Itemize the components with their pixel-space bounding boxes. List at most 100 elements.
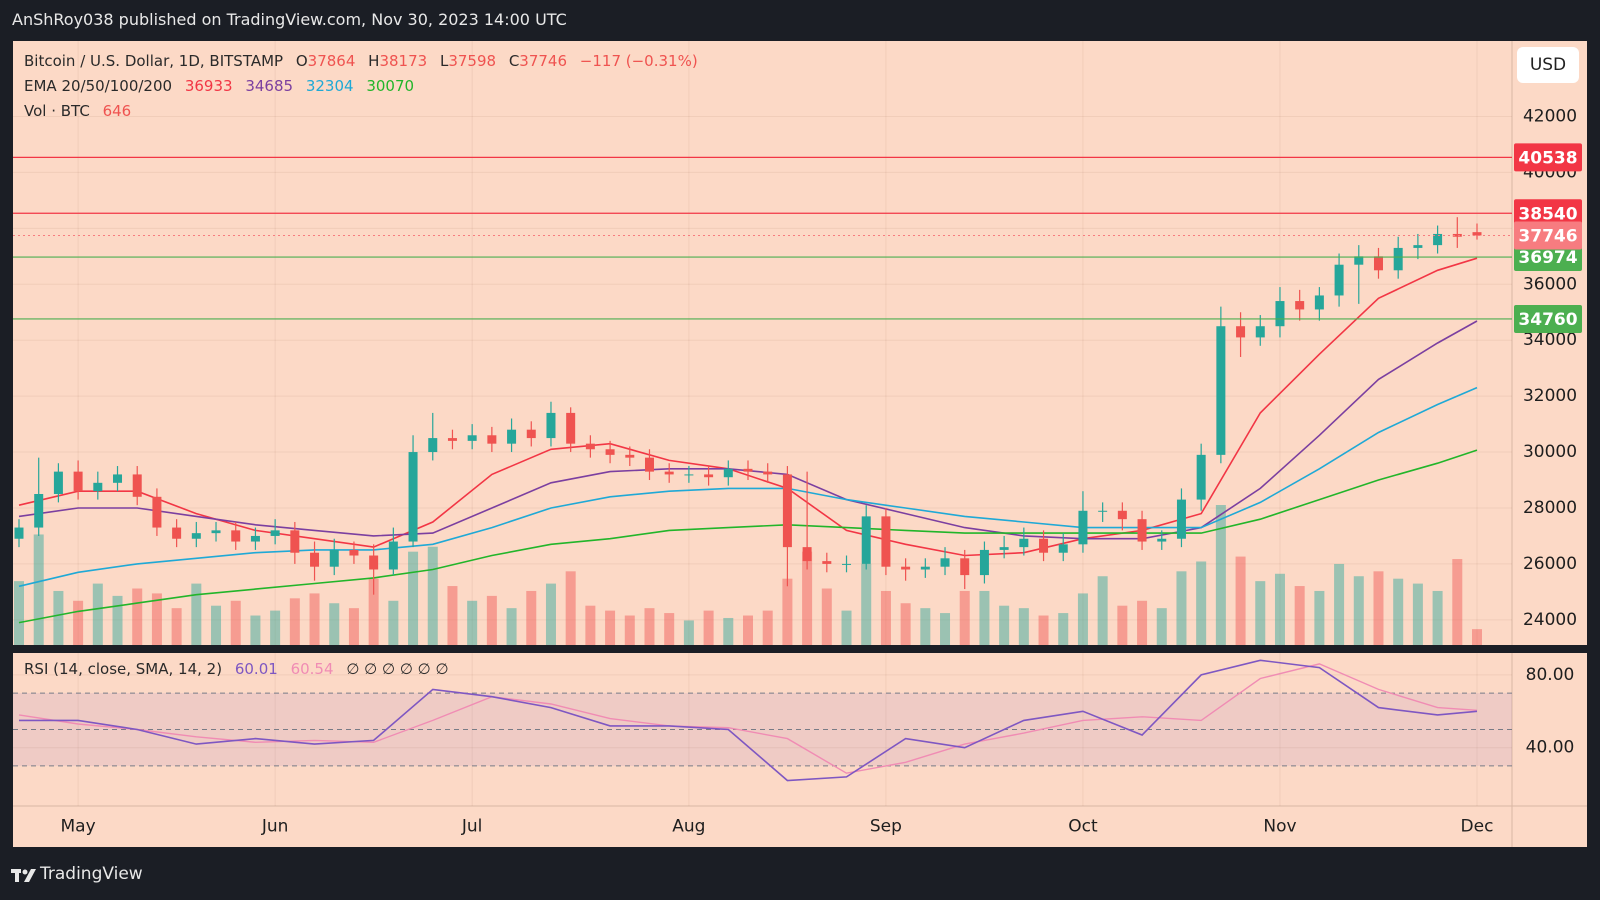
volume-bar [1038, 615, 1049, 645]
volume-bar [1077, 593, 1088, 645]
x-tick-label: Sep [870, 817, 902, 837]
volume-bar [861, 563, 872, 645]
candle-body [329, 549, 339, 567]
volume-bar [1235, 556, 1246, 645]
currency-button[interactable]: USD [1517, 47, 1579, 83]
volume-bar [841, 610, 852, 645]
volume-bar [821, 588, 832, 645]
volume-bar [1097, 576, 1108, 645]
volume-bar [1018, 608, 1029, 645]
volume-label: Vol · BTC [24, 102, 90, 120]
level-label-box [1514, 243, 1582, 272]
volume-bar [486, 595, 497, 645]
volume-bar [880, 590, 891, 645]
volume-bar [211, 605, 222, 645]
last-price-label-box [1514, 221, 1582, 250]
ohlc-value: 37864 [307, 52, 356, 70]
candle-body [920, 566, 930, 570]
volume-bar [151, 593, 162, 645]
ema-line [18, 257, 1478, 557]
volume-bar [368, 578, 379, 645]
volume-bar [447, 586, 458, 645]
volume-bar [999, 605, 1010, 645]
candle-body [1452, 233, 1462, 237]
change-value: −117 (−0.31%) [579, 52, 698, 70]
candle-body [664, 471, 674, 475]
volume-bar [545, 583, 556, 645]
footer: TradingView [40, 864, 151, 884]
candle-body [1039, 538, 1049, 553]
candle-body [1255, 326, 1265, 338]
ohlc-value: 37598 [448, 52, 497, 70]
volume-bar [585, 605, 596, 645]
candle-body [408, 452, 418, 542]
chart-background [13, 41, 1587, 847]
volume-bar [664, 613, 675, 645]
volume-bar [230, 600, 241, 645]
candle-body [1236, 326, 1246, 338]
candle-body [250, 535, 260, 542]
level-label: 40538 [1518, 148, 1577, 168]
volume-bar [723, 617, 734, 645]
level-label: 36974 [1518, 248, 1577, 268]
level-label: 38540 [1518, 204, 1577, 224]
candle-body [428, 438, 438, 453]
candle-body [1314, 295, 1324, 310]
candle-body [802, 547, 812, 562]
volume-bar [1334, 563, 1345, 645]
level-label-box [1514, 143, 1582, 172]
level-label-box [1514, 199, 1582, 228]
publisher-line: AnShRoy038 published on TradingView.com,… [12, 10, 575, 29]
volume-bar [1294, 586, 1305, 645]
volume-value: 646 [102, 102, 132, 120]
volume-bar [940, 613, 951, 645]
volume-bar [1452, 559, 1463, 645]
candle-body [369, 555, 379, 570]
candle-body [172, 527, 182, 539]
candle-body [546, 412, 556, 439]
candle-body [526, 429, 536, 439]
candle-body [152, 496, 162, 528]
volume-bar [73, 600, 84, 645]
ohlc-value: 37746 [519, 52, 568, 70]
volume-bar [289, 598, 300, 645]
volume-bar [1314, 590, 1325, 645]
volume-bar [1137, 600, 1148, 645]
volume-bar [1373, 571, 1384, 645]
candle-body [310, 552, 320, 567]
volume-bar [743, 615, 753, 645]
candle-body [1354, 256, 1364, 265]
candle-body [585, 443, 595, 450]
candle-body [901, 566, 911, 570]
x-tick-label: May [61, 817, 96, 837]
candle-body [270, 530, 280, 536]
candle-body [349, 549, 359, 556]
volume-bar [1255, 581, 1266, 645]
candle-body [1058, 544, 1068, 553]
volume-bar [132, 588, 143, 645]
candle-body [1373, 256, 1383, 271]
candle-body [644, 457, 654, 472]
volume-bar [408, 551, 419, 645]
candle-body [1137, 519, 1147, 542]
volume-bar [53, 590, 64, 645]
candle-body [763, 471, 773, 475]
volume-bar [33, 534, 44, 645]
candle-body [999, 547, 1009, 550]
candle-body [1196, 454, 1206, 500]
volume-bar [14, 581, 24, 645]
x-tick-label: Aug [672, 817, 705, 837]
volume-bar [1196, 561, 1207, 645]
ema-label: EMA 20/50/100/200 [24, 77, 173, 95]
candle-body [73, 471, 83, 492]
volume-bar [644, 608, 655, 645]
ohlc-value: 38173 [379, 52, 428, 70]
volume-bar [506, 608, 517, 645]
volume-bar [920, 608, 931, 645]
symbol-title: Bitcoin / U.S. Dollar, 1D, BITSTAMP [24, 52, 284, 70]
ema-line [18, 449, 1478, 624]
candle-body [93, 482, 103, 492]
rsi-sma-value: 60.54 [290, 660, 334, 678]
